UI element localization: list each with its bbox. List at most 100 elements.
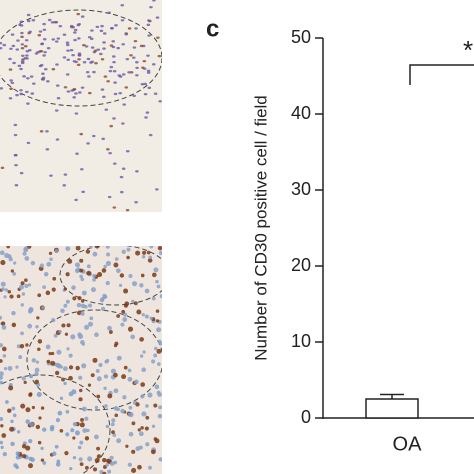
nucleus xyxy=(104,404,108,408)
nucleus xyxy=(40,406,45,410)
nucleus xyxy=(16,39,20,42)
nucleus xyxy=(87,303,93,308)
nucleus xyxy=(145,415,150,420)
nucleus xyxy=(19,20,24,23)
nucleus xyxy=(155,16,160,19)
nucleus xyxy=(105,424,110,429)
nucleus xyxy=(43,50,47,54)
nucleus xyxy=(69,466,73,471)
nucleus xyxy=(35,360,40,364)
nucleus xyxy=(77,58,81,61)
nucleus xyxy=(114,413,119,418)
nucleus xyxy=(121,249,126,254)
nucleus xyxy=(54,40,59,43)
nucleus xyxy=(62,56,67,59)
nucleus xyxy=(29,308,34,313)
nucleus xyxy=(126,247,131,252)
nucleus xyxy=(48,352,52,356)
nucleus xyxy=(127,368,132,373)
nucleus xyxy=(51,287,56,292)
nucleus xyxy=(9,294,14,299)
nucleus xyxy=(140,394,145,399)
nucleus xyxy=(72,96,76,99)
nucleus xyxy=(151,424,156,428)
nucleus xyxy=(136,309,142,315)
nucleus xyxy=(144,288,150,294)
nucleus xyxy=(73,38,77,42)
nucleus xyxy=(146,250,151,255)
nucleus xyxy=(141,313,145,317)
nucleus xyxy=(42,461,47,465)
nucleus xyxy=(0,315,3,320)
nucleus xyxy=(27,323,33,329)
nucleus xyxy=(114,24,118,27)
nucleus xyxy=(9,426,15,432)
nucleus xyxy=(34,371,39,377)
nucleus xyxy=(90,287,96,293)
nucleus xyxy=(119,190,124,194)
nucleus xyxy=(121,43,125,46)
nucleus xyxy=(77,37,81,40)
nucleus xyxy=(141,411,147,417)
nucleus xyxy=(113,372,118,378)
nucleus xyxy=(25,57,29,60)
nucleus xyxy=(3,366,8,371)
nucleus xyxy=(46,261,52,267)
nucleus xyxy=(65,272,70,277)
nucleus xyxy=(15,48,20,51)
nucleus xyxy=(84,45,89,48)
nucleus xyxy=(13,133,18,137)
nucleus xyxy=(54,109,59,112)
nucleus xyxy=(143,92,148,96)
nucleus xyxy=(51,351,55,356)
nucleus xyxy=(26,141,31,145)
nucleus xyxy=(112,433,117,437)
nucleus xyxy=(65,246,71,252)
nucleus xyxy=(131,467,137,474)
nucleus xyxy=(41,306,45,310)
nucleus xyxy=(87,36,92,39)
nucleus xyxy=(106,80,110,83)
nucleus xyxy=(113,388,119,394)
nucleus xyxy=(92,70,96,74)
nucleus xyxy=(133,379,139,385)
nucleus xyxy=(112,70,117,73)
nucleus xyxy=(102,41,106,44)
nucleus xyxy=(52,276,57,281)
nucleus xyxy=(124,86,129,89)
nucleus xyxy=(111,40,116,43)
nucleus xyxy=(56,37,61,40)
nucleus xyxy=(20,403,26,409)
nucleus xyxy=(119,175,124,179)
nucleus xyxy=(158,405,162,410)
nucleus xyxy=(29,374,34,379)
nucleus xyxy=(88,91,92,95)
nucleus xyxy=(110,27,114,30)
nucleus xyxy=(19,67,23,71)
y-tick-label: 50 xyxy=(291,27,311,47)
nucleus xyxy=(28,392,33,397)
nucleus xyxy=(114,341,119,346)
nucleus xyxy=(9,47,13,50)
nucleus xyxy=(92,134,96,138)
nucleus xyxy=(3,295,7,299)
nucleus xyxy=(109,455,114,460)
nucleus xyxy=(1,346,7,352)
nucleus xyxy=(7,254,12,259)
nucleus xyxy=(101,137,105,141)
nucleus xyxy=(142,59,147,63)
nucleus xyxy=(109,461,115,466)
nucleus xyxy=(6,246,10,249)
nucleus xyxy=(1,325,7,330)
nucleus xyxy=(78,397,83,402)
nucleus xyxy=(112,60,116,64)
nucleus xyxy=(151,359,156,364)
nucleus xyxy=(40,446,44,451)
nucleus xyxy=(72,296,77,301)
nucleus xyxy=(24,284,29,288)
nucleus xyxy=(42,54,46,57)
nucleus xyxy=(56,349,62,355)
nucleus xyxy=(130,334,136,340)
nucleus xyxy=(80,277,85,282)
